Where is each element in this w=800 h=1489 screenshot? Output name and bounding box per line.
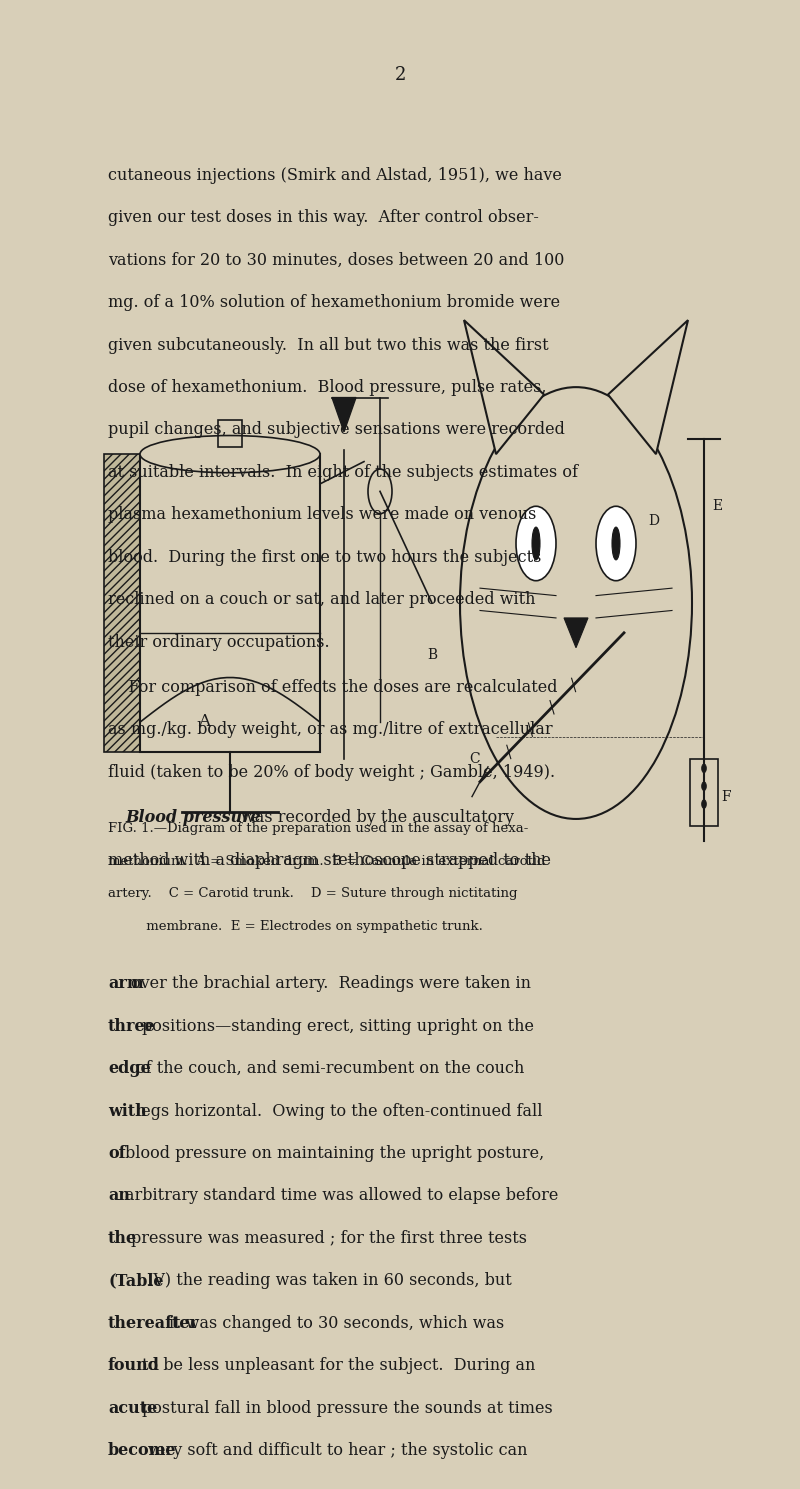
- Text: thereafter: thereafter: [108, 1315, 199, 1331]
- Text: blood.  During the first one to two hours the subjects: blood. During the first one to two hours…: [108, 548, 542, 566]
- Text: it was changed to 30 seconds, which was: it was changed to 30 seconds, which was: [169, 1315, 504, 1331]
- Text: arbitrary standard time was allowed to elapse before: arbitrary standard time was allowed to e…: [126, 1188, 558, 1205]
- Text: For comparison of effects the doses are recalculated: For comparison of effects the doses are …: [108, 679, 558, 695]
- Text: found: found: [108, 1358, 160, 1374]
- Text: of the couch, and semi-recumbent on the couch: of the couch, and semi-recumbent on the …: [136, 1060, 525, 1077]
- Bar: [104, 454, 140, 752]
- Circle shape: [702, 764, 706, 773]
- Text: plasma hexamethonium levels were made on venous: plasma hexamethonium levels were made on…: [108, 506, 536, 523]
- Text: membrane.  E = Electrodes on sympathetic trunk.: membrane. E = Electrodes on sympathetic …: [108, 920, 483, 934]
- Circle shape: [368, 469, 392, 514]
- Text: was recorded by the auscultatory: was recorded by the auscultatory: [236, 809, 514, 826]
- Polygon shape: [464, 320, 544, 454]
- Text: A: A: [198, 713, 210, 730]
- Polygon shape: [608, 320, 688, 454]
- Bar: [690, 759, 718, 826]
- Text: dose of hexamethonium.  Blood pressure, pulse rates,: dose of hexamethonium. Blood pressure, p…: [108, 378, 546, 396]
- Text: methonium.  A = Smoked drum.  B = Cannula in external carotid: methonium. A = Smoked drum. B = Cannula …: [108, 855, 546, 868]
- Text: method with a diaphragm stethoscope strapped to the: method with a diaphragm stethoscope stra…: [108, 852, 551, 868]
- Circle shape: [460, 387, 692, 819]
- Text: C: C: [470, 752, 480, 767]
- Text: B: B: [427, 648, 437, 661]
- Text: given subcutaneously.  In all but two this was the first: given subcutaneously. In all but two thi…: [108, 337, 549, 353]
- Text: 2: 2: [394, 66, 406, 83]
- Text: IV) the reading was taken in 60 seconds, but: IV) the reading was taken in 60 seconds,…: [147, 1272, 512, 1289]
- Text: legs horizontal.  Owing to the often-continued fall: legs horizontal. Owing to the often-cont…: [136, 1103, 542, 1120]
- Text: given our test doses in this way.  After control obser-: given our test doses in this way. After …: [108, 208, 539, 226]
- Circle shape: [702, 782, 706, 791]
- Text: D: D: [648, 514, 659, 529]
- Ellipse shape: [532, 527, 540, 560]
- Text: cutaneous injections (Smirk and Alstad, 1951), we have: cutaneous injections (Smirk and Alstad, …: [108, 167, 562, 183]
- Text: mg. of a 10% solution of hexamethonium bromide were: mg. of a 10% solution of hexamethonium b…: [108, 293, 560, 311]
- Ellipse shape: [140, 435, 320, 472]
- Text: very soft and difficult to hear ; the systolic can: very soft and difficult to hear ; the sy…: [147, 1443, 527, 1459]
- Text: the: the: [108, 1230, 137, 1246]
- Text: become: become: [108, 1443, 177, 1459]
- Text: reclined on a couch or sat, and later proceeded with: reclined on a couch or sat, and later pr…: [108, 591, 535, 608]
- Text: fluid (taken to be 20% of body weight ; Gamble, 1949).: fluid (taken to be 20% of body weight ; …: [108, 764, 555, 780]
- Text: pupil changes, and subjective sensations were recorded: pupil changes, and subjective sensations…: [108, 421, 565, 438]
- Text: at suitable intervals.  In eight of the subjects estimates of: at suitable intervals. In eight of the s…: [108, 463, 578, 481]
- Text: Blood pressure: Blood pressure: [126, 809, 262, 826]
- Text: postural fall in blood pressure the sounds at times: postural fall in blood pressure the soun…: [142, 1400, 552, 1416]
- Text: pressure was measured ; for the first three tests: pressure was measured ; for the first th…: [130, 1230, 526, 1246]
- Text: arm: arm: [108, 975, 144, 992]
- Bar: [218, 420, 242, 447]
- Circle shape: [702, 800, 706, 809]
- Polygon shape: [332, 398, 356, 432]
- Text: E: E: [712, 499, 722, 514]
- Text: positions—standing erect, sitting upright on the: positions—standing erect, sitting uprigh…: [142, 1018, 534, 1035]
- Text: three: three: [108, 1018, 156, 1035]
- Text: an: an: [108, 1188, 130, 1205]
- Text: vations for 20 to 30 minutes, doses between 20 and 100: vations for 20 to 30 minutes, doses betw…: [108, 252, 564, 268]
- Circle shape: [516, 506, 556, 581]
- Text: (Table: (Table: [108, 1272, 163, 1289]
- Text: FIG. 1.—Diagram of the preparation used in the assay of hexa-: FIG. 1.—Diagram of the preparation used …: [108, 822, 528, 835]
- Text: as mg./kg. body weight, or as mg./litre of extracellular: as mg./kg. body weight, or as mg./litre …: [108, 721, 553, 739]
- Text: with: with: [108, 1103, 146, 1120]
- Ellipse shape: [612, 527, 620, 560]
- Text: blood pressure on maintaining the upright posture,: blood pressure on maintaining the uprigh…: [126, 1145, 545, 1161]
- Text: to be less unpleasant for the subject.  During an: to be less unpleasant for the subject. D…: [142, 1358, 535, 1374]
- Text: artery.    C = Carotid trunk.    D = Suture through nictitating: artery. C = Carotid trunk. D = Suture th…: [108, 887, 518, 901]
- Text: edge: edge: [108, 1060, 150, 1077]
- Text: acute: acute: [108, 1400, 158, 1416]
- Text: of: of: [108, 1145, 126, 1161]
- Bar: [140, 454, 320, 752]
- Text: their ordinary occupations.: their ordinary occupations.: [108, 633, 330, 651]
- Text: over the brachial artery.  Readings were taken in: over the brachial artery. Readings were …: [130, 975, 530, 992]
- Polygon shape: [564, 618, 588, 648]
- Circle shape: [596, 506, 636, 581]
- Text: F: F: [722, 789, 731, 804]
